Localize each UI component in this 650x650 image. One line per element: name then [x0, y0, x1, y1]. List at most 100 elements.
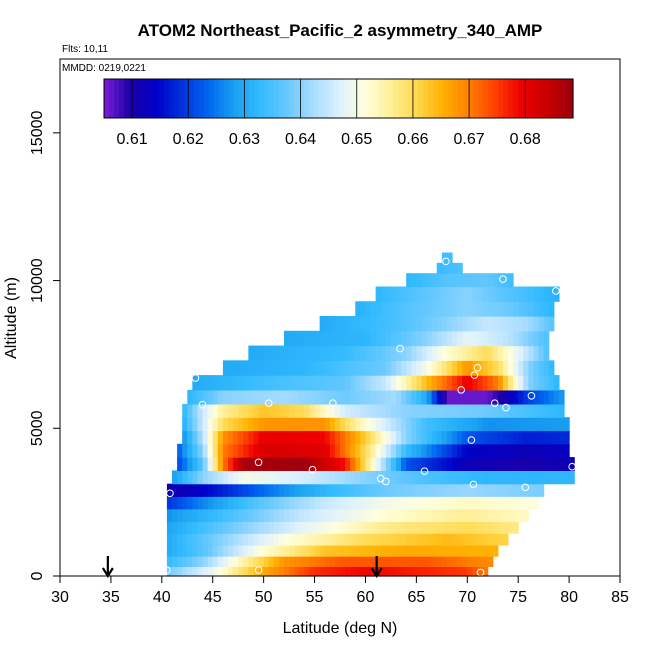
heat-cell: [177, 533, 183, 546]
heat-cell: [289, 566, 295, 577]
heat-cell: [487, 457, 494, 471]
heat-cell: [411, 457, 417, 471]
heat-cell: [172, 521, 178, 534]
heat-cell: [248, 483, 255, 497]
heat-cell: [518, 389, 524, 405]
heat-cell: [396, 389, 402, 405]
colorbar-swatch: [348, 79, 355, 118]
heat-cell: [380, 360, 387, 376]
heat-cell: [228, 430, 234, 445]
colorbar-swatch: [403, 79, 409, 118]
heat-cell: [472, 566, 479, 577]
sample-point: [527, 391, 536, 400]
heat-cell: [345, 443, 351, 458]
heat-cell: [304, 389, 311, 405]
heat-cell: [452, 360, 458, 376]
heat-cell: [411, 273, 417, 288]
heat-cell: [380, 345, 387, 361]
heat-cell: [401, 508, 407, 522]
heat-cell: [212, 389, 219, 405]
heat-cell: [243, 483, 249, 497]
colorbar-swatch: [523, 79, 529, 118]
heat-cell: [238, 375, 244, 391]
heat-cell: [365, 457, 372, 471]
heat-cell: [375, 345, 382, 361]
heat-cell: [314, 360, 321, 376]
y-tick-label: 5000: [29, 410, 46, 446]
heat-cell: [518, 417, 524, 432]
heat-cell: [396, 566, 402, 577]
heat-cell: [222, 457, 229, 471]
heat-cell: [497, 470, 504, 485]
heat-cell: [543, 375, 550, 391]
heat-cell: [314, 508, 321, 522]
heat-cell: [238, 403, 244, 418]
heat-cell: [502, 483, 509, 497]
heat-cell: [355, 483, 361, 497]
heat-cell: [564, 457, 570, 471]
heat-cell: [457, 556, 463, 567]
heat-cell: [513, 430, 519, 445]
heat-cell: [436, 330, 443, 347]
heat-cell: [228, 417, 234, 432]
heat-cell: [528, 286, 535, 302]
heat-cell: [518, 403, 524, 418]
heat-cell: [207, 566, 214, 577]
heat-cell: [431, 301, 438, 317]
heat-cell: [375, 443, 382, 458]
heat-cell: [411, 316, 417, 332]
colorbar-swatch: [313, 79, 320, 118]
heat-cell: [416, 544, 423, 557]
heat-cell: [222, 417, 229, 432]
heat-cell: [350, 470, 356, 485]
heat-cell: [324, 443, 331, 458]
heat-cell: [446, 544, 453, 557]
heat-cell: [299, 457, 305, 471]
heat-cell: [472, 556, 479, 567]
heat-cell: [365, 483, 372, 497]
heat-cell: [492, 273, 499, 288]
heat-cell: [452, 556, 458, 567]
heat-cell: [248, 360, 255, 376]
heat-cell: [192, 457, 199, 471]
heat-cell: [238, 457, 244, 471]
heat-cell: [294, 345, 300, 361]
heat-cell: [528, 301, 535, 317]
heat-cell: [319, 330, 326, 347]
heat-cell: [233, 508, 239, 522]
heat-cell: [233, 496, 239, 510]
sample-point: [563, 365, 571, 374]
heat-cell: [207, 417, 214, 432]
heat-cell: [457, 544, 463, 557]
heat-cell: [299, 470, 305, 485]
heat-cell: [421, 417, 428, 432]
heat-cell: [263, 389, 270, 405]
heat-cell: [538, 430, 545, 445]
heat-cell: [436, 389, 443, 405]
heat-cell: [518, 508, 524, 522]
heat-cell: [309, 533, 316, 546]
heat-cell: [452, 286, 458, 302]
heat-cell: [299, 417, 305, 432]
heat-cell: [253, 360, 260, 376]
heat-cell: [329, 360, 336, 376]
heat-cell: [334, 457, 341, 471]
colorbar-swatch: [108, 79, 115, 118]
heat-cell: [177, 544, 183, 557]
heat-cell: [212, 544, 219, 557]
colorbar-swatch: [208, 79, 215, 118]
heat-cell: [467, 566, 473, 577]
heat-cell: [370, 483, 377, 497]
heat-cell: [304, 544, 311, 557]
heat-cell: [452, 483, 458, 497]
heat-cell: [431, 483, 438, 497]
heat-cell: [289, 403, 295, 418]
heat-cell: [197, 457, 204, 471]
heat-cell: [172, 566, 178, 577]
heat-cell: [380, 544, 387, 557]
heat-cell: [273, 430, 280, 445]
heat-cell: [375, 417, 382, 432]
sample-point: [521, 483, 530, 492]
heat-cell: [324, 330, 331, 347]
heat-cell: [385, 521, 392, 534]
